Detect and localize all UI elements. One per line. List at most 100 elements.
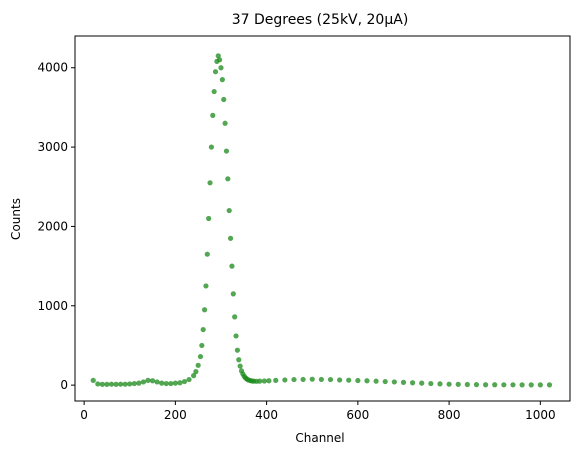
data-point	[546, 382, 553, 388]
data-point	[410, 380, 416, 386]
data-point	[99, 381, 105, 387]
data-point	[90, 377, 96, 383]
data-point	[131, 380, 137, 387]
data-point	[200, 326, 206, 333]
chart-title: 37 Degrees (25kV, 20μA)	[232, 12, 409, 28]
data-point	[211, 88, 217, 95]
y-tick-label: 1000	[37, 299, 68, 313]
data-point	[419, 380, 425, 386]
data-point	[140, 379, 147, 385]
data-point	[337, 377, 343, 383]
data-point	[195, 362, 201, 368]
y-axis: 0 1000 2000 3000 4000	[37, 61, 75, 392]
y-tick-label: 0	[60, 378, 68, 392]
data-point	[197, 353, 204, 360]
data-point	[204, 251, 210, 257]
data-point	[233, 333, 239, 339]
data-point	[177, 380, 183, 386]
y-tick-label: 4000	[37, 61, 68, 75]
data-point	[222, 120, 228, 126]
data-point	[266, 378, 272, 384]
data-point	[483, 382, 489, 388]
data-point	[492, 382, 498, 388]
data-point	[229, 263, 235, 269]
data-point	[149, 378, 156, 384]
data-point	[455, 381, 461, 387]
data-point	[519, 382, 525, 388]
y-axis-label: Counts	[9, 198, 23, 240]
data-point	[309, 376, 315, 382]
x-tick-label: 800	[438, 408, 461, 422]
data-point	[212, 69, 219, 75]
data-point	[528, 382, 534, 388]
x-tick-label: 200	[164, 408, 187, 422]
data-point	[217, 57, 223, 63]
data-point	[237, 363, 243, 369]
data-point	[428, 380, 434, 387]
data-point	[168, 380, 174, 387]
data-point	[291, 376, 297, 383]
data-point	[261, 378, 267, 384]
x-tick-label: 1000	[525, 408, 556, 422]
data-point	[273, 377, 279, 383]
data-point	[364, 378, 370, 384]
data-point	[230, 291, 236, 297]
data-point	[355, 377, 361, 384]
data-point	[473, 382, 480, 388]
data-point	[446, 381, 452, 387]
data-point	[203, 283, 209, 289]
y-tick-label: 2000	[37, 219, 68, 233]
data-point	[154, 379, 160, 385]
data-point	[400, 379, 407, 385]
data-point	[510, 382, 516, 388]
data-point	[118, 381, 124, 387]
data-point	[113, 381, 119, 387]
scatter-points	[90, 53, 553, 388]
data-point	[382, 378, 388, 385]
data-point	[221, 96, 227, 103]
data-point	[219, 77, 225, 83]
data-point	[208, 144, 215, 150]
data-point	[145, 377, 151, 383]
y-tick-label: 3000	[37, 140, 68, 154]
data-point	[207, 180, 213, 186]
data-point	[104, 381, 110, 387]
x-axis-label: Channel	[295, 431, 344, 445]
data-point	[227, 235, 234, 241]
data-point	[464, 381, 470, 388]
data-point	[391, 379, 397, 385]
data-point	[191, 373, 197, 379]
data-point	[537, 382, 543, 388]
data-point	[163, 380, 169, 387]
data-point	[172, 380, 178, 386]
data-point	[437, 381, 443, 387]
data-point	[218, 65, 224, 71]
data-point	[236, 357, 242, 363]
x-tick-label: 600	[346, 408, 369, 422]
x-tick-label: 400	[255, 408, 278, 422]
data-point	[318, 376, 324, 383]
data-point	[226, 207, 232, 214]
data-point	[501, 382, 507, 388]
x-axis: 0 200 400 600 800 1000	[80, 401, 556, 422]
data-point	[95, 381, 101, 387]
data-point	[257, 378, 263, 384]
data-point	[159, 380, 165, 386]
data-point	[127, 381, 133, 387]
data-point	[210, 112, 216, 118]
data-point	[206, 215, 212, 222]
data-point	[300, 376, 306, 383]
data-point	[186, 376, 192, 383]
data-point	[199, 342, 205, 349]
data-point	[136, 380, 142, 386]
data-point	[327, 376, 334, 383]
data-point	[225, 176, 231, 182]
data-point	[201, 307, 208, 313]
data-point	[223, 148, 230, 154]
plot-area	[74, 35, 571, 402]
data-point	[373, 378, 379, 384]
data-point	[108, 381, 115, 387]
data-point	[282, 377, 288, 383]
